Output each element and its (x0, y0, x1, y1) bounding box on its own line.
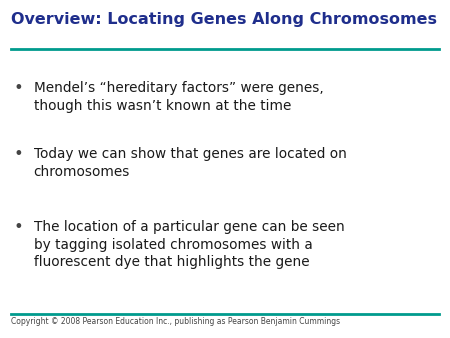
Text: Overview: Locating Genes Along Chromosomes: Overview: Locating Genes Along Chromosom… (11, 12, 437, 27)
Text: •: • (14, 220, 23, 235)
Text: Today we can show that genes are located on
chromosomes: Today we can show that genes are located… (34, 147, 346, 179)
Text: •: • (14, 81, 23, 96)
Text: The location of a particular gene can be seen
by tagging isolated chromosomes wi: The location of a particular gene can be… (34, 220, 345, 269)
Text: Mendel’s “hereditary factors” were genes,
though this wasn’t known at the time: Mendel’s “hereditary factors” were genes… (34, 81, 324, 113)
Text: Copyright © 2008 Pearson Education Inc., publishing as Pearson Benjamin Cummings: Copyright © 2008 Pearson Education Inc.,… (11, 317, 340, 326)
Text: •: • (14, 147, 23, 162)
